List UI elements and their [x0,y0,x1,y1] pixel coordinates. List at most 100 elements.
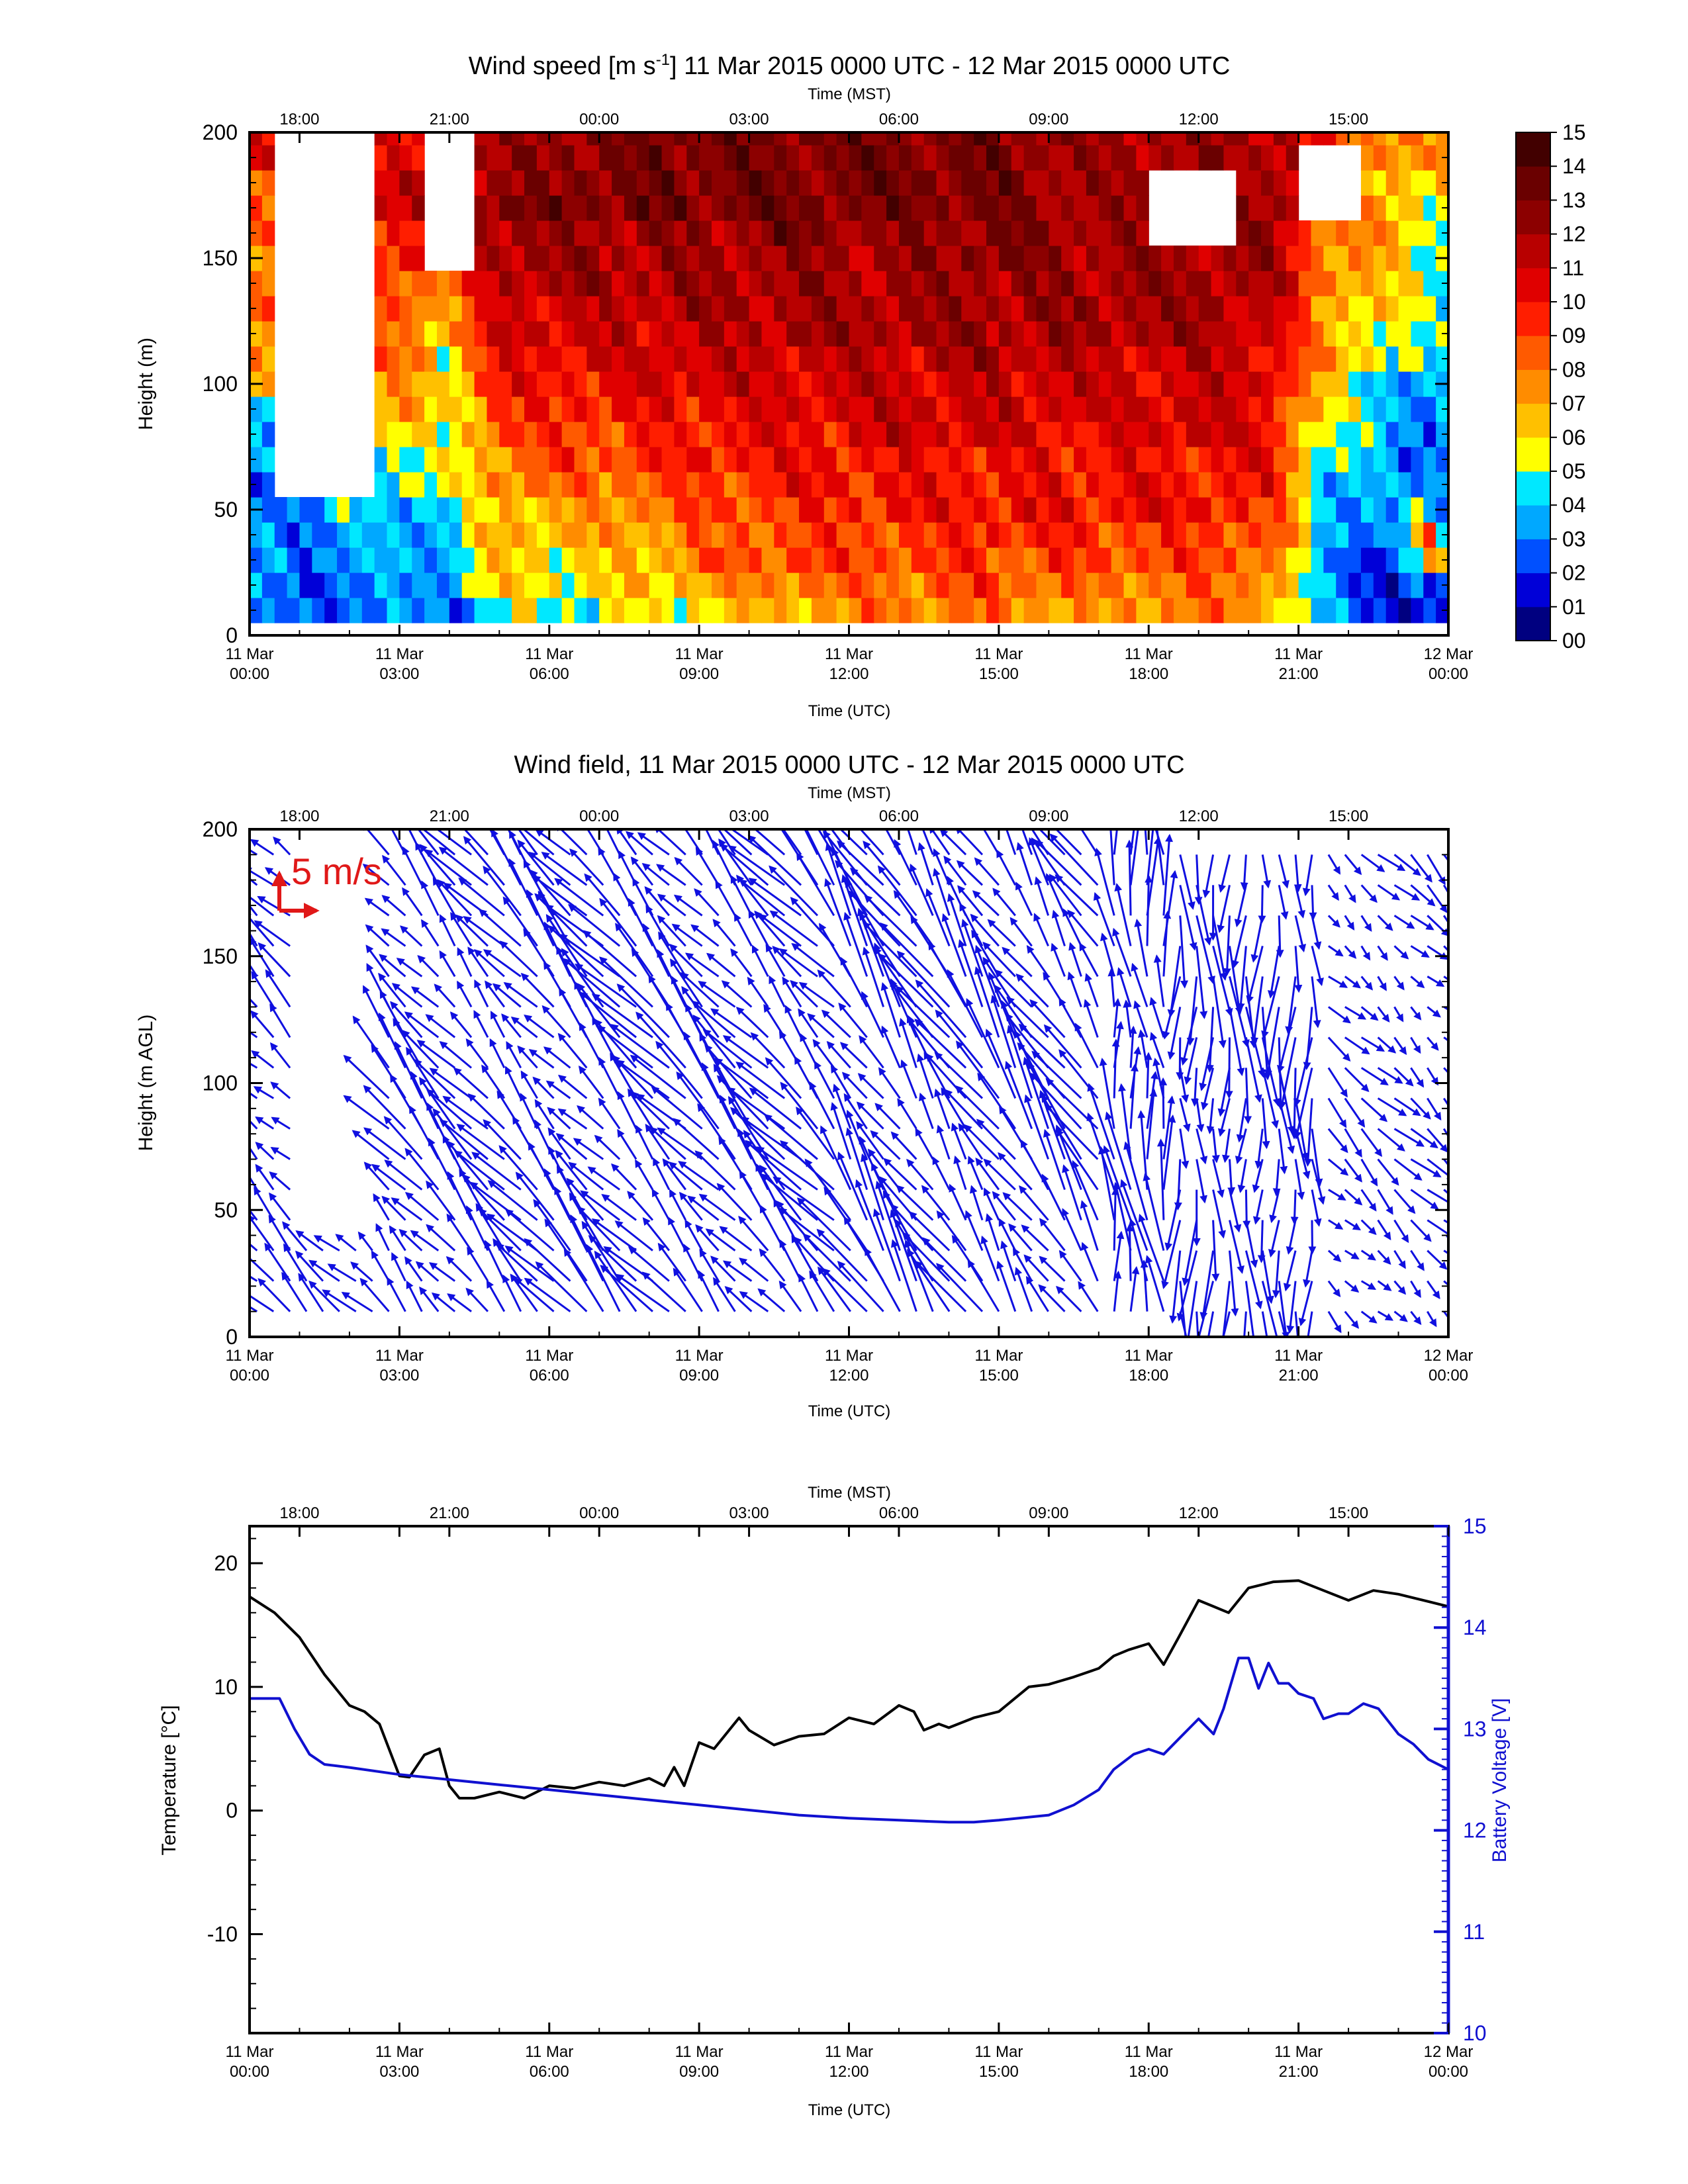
heatmap-cell [1398,497,1412,523]
wind-vector [1344,915,1355,931]
heatmap-cell [436,346,450,372]
heatmap-cell [774,145,787,171]
colorbar-swatch [1516,234,1550,269]
heatmap-cell [1023,396,1037,422]
heatmap-cell [499,296,512,322]
wind-vector [1083,999,1099,1038]
wind-vector [765,943,786,978]
heatmap-cell [574,246,587,271]
y2-tick-label: 11 [1463,1920,1485,1944]
heatmap-cell [1273,598,1287,623]
heatmap-cell [374,170,388,196]
heatmap-cell [661,547,675,573]
wind-vector [1393,1006,1404,1023]
heatmap-cell [312,598,325,623]
heatmap-cell [561,296,575,322]
heatmap-cell [1023,246,1037,271]
wind-vector [463,829,489,856]
wind-vector [1427,1036,1439,1051]
colorbar-swatch [1516,200,1550,235]
heatmap-cell [524,572,538,598]
wind-vector [673,1267,703,1312]
heatmap-cell [586,132,600,146]
heatmap-cell [749,497,763,523]
wind-vector [413,1059,456,1099]
heatmap-cell [961,321,974,347]
heatmap-cell [724,497,737,523]
heatmap-cell [923,422,937,447]
wind-vector [1344,1036,1370,1055]
heatmap-cell [898,598,912,623]
heatmap-cell [674,296,687,322]
heatmap-cell [949,396,962,422]
heatmap-cell [786,572,800,598]
heatmap-cell [524,271,538,296]
heatmap-cell [1398,145,1412,171]
heatmap-cell [499,321,512,347]
colorbar-label: 08 [1562,357,1586,381]
wind-vector [941,913,967,977]
heatmap-cell [1411,572,1424,598]
wind-vector [559,934,621,978]
heatmap-cell [861,296,874,322]
heatmap-cell [774,396,787,422]
heatmap-cell [1373,447,1387,473]
x-tick-label-time: 03:00 [379,2063,419,2081]
heatmap-cell [649,598,663,623]
wind-vector [1227,1159,1236,1196]
heatmap-cell [811,598,825,623]
wind-vector [614,1220,653,1251]
heatmap-cell [799,195,812,221]
wind-vector [566,1177,604,1221]
heatmap-cell [1360,170,1374,196]
heatmap-cell [624,346,637,372]
wind-vector [649,1126,686,1160]
heatmap-cell [387,220,400,246]
heatmap-cell [911,598,925,623]
wind-vector [841,1071,868,1099]
wind-vector [669,1189,687,1221]
heatmap-cell [1198,132,1212,146]
wind-vector [936,1124,951,1160]
wind-vector [925,888,951,946]
heatmap-cell [424,598,438,623]
x-axis-label: Time (UTC) [808,702,890,720]
heatmap-cell [1348,321,1362,347]
heatmap-cell [1098,220,1112,246]
heatmap-cell [661,447,675,473]
wind-vector [1222,1311,1231,1337]
heatmap-cell [436,497,450,523]
heatmap-cell [261,246,275,271]
heatmap-cell [374,572,388,598]
heatmap-cell [561,132,575,146]
wind-vector [269,1003,291,1038]
wind-vector [415,1261,440,1282]
wind-vector [1410,915,1434,931]
heatmap-cell [1236,497,1249,523]
wind-vector [969,1185,984,1221]
heatmap-cell [823,447,837,473]
heatmap-cell [586,170,600,196]
y2-tick-label: 15 [1463,1514,1487,1538]
heatmap-cell [711,246,725,271]
heatmap-cell [449,422,463,447]
heatmap-cell [661,422,675,447]
heatmap-cell [474,572,488,598]
wind-vector [1427,854,1446,886]
heatmap-cell [1273,497,1287,523]
heatmap-cell [1423,346,1436,372]
heatmap-cell [1360,598,1374,623]
heatmap-cell [1098,472,1112,498]
heatmap-cell [549,497,563,523]
mst-tick-label: 15:00 [1329,807,1368,825]
heatmap-cell [1248,522,1262,548]
heatmap-cell [649,220,663,246]
heatmap-cell [387,271,400,296]
heatmap-cell [936,220,950,246]
heatmap-cell [599,422,612,447]
heatmap-cell [1061,572,1074,598]
wind-vector [1278,885,1289,920]
wind-vector [417,954,440,978]
heatmap-cell [1161,522,1174,548]
